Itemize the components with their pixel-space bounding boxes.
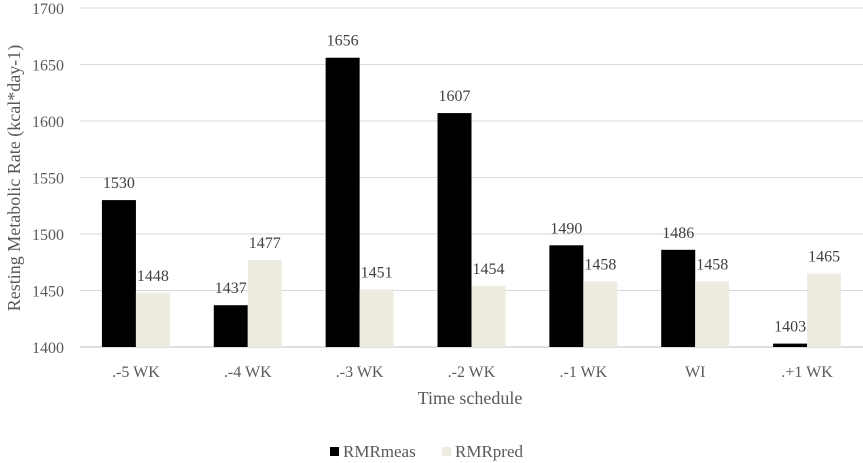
bar-rmrpred (471, 285, 506, 347)
y-axis-title: Resting Metabolic Rate (kcal*day-1) (4, 45, 25, 311)
bar-rmrmeas (437, 113, 472, 347)
bar-rmrmeas (101, 200, 136, 347)
data-label: 1403 (774, 319, 806, 336)
data-label: 1656 (327, 33, 359, 50)
legend-item-rmrmeas: RMRmeas (330, 442, 416, 461)
y-tick-label: 1400 (32, 340, 64, 357)
bar-rmrmeas (661, 249, 696, 347)
bar-rmrpred (583, 281, 618, 347)
x-tick-labels: .-5 WK .-4 WK .-3 WK .-2 WK .-1 WK WI .+1 WK (112, 364, 833, 381)
data-label: 1607 (439, 88, 471, 105)
x-tick-label: .+1 WK (781, 364, 833, 381)
y-tick-label: 1700 (32, 1, 64, 18)
bar-rmrpred (247, 259, 282, 347)
y-tick-label: 1550 (32, 171, 64, 188)
data-label: 1458 (696, 256, 728, 273)
data-label: 1530 (103, 175, 135, 192)
bars (101, 57, 842, 347)
data-label: 1477 (249, 235, 281, 252)
legend-label: RMRpred (455, 442, 524, 461)
data-label: 1490 (550, 220, 582, 237)
y-tick-label: 1450 (32, 284, 64, 301)
bar-rmrmeas (773, 343, 808, 347)
x-tick-label: .-3 WK (336, 364, 384, 381)
x-tick-label: .-2 WK (448, 364, 496, 381)
data-label: 1465 (808, 249, 840, 266)
bar-rmrpred (135, 292, 170, 347)
legend-swatch (330, 447, 339, 456)
data-label: 1486 (662, 225, 694, 242)
legend-swatch (442, 447, 451, 456)
bar-rmrmeas (325, 57, 360, 347)
y-tick-labels: 1400 1450 1500 1550 1600 1650 1700 (32, 1, 64, 357)
x-tick-label: .-5 WK (112, 364, 160, 381)
data-label: 1458 (584, 256, 616, 273)
x-tick-label: .-1 WK (560, 364, 608, 381)
x-tick-label: WI (685, 364, 705, 381)
x-tick-label: .-4 WK (224, 364, 272, 381)
legend: RMRmeas RMRpred (330, 442, 524, 461)
y-tick-label: 1650 (32, 58, 64, 75)
legend-item-rmrpred: RMRpred (442, 442, 524, 461)
bar-rmrpred (695, 281, 730, 347)
data-label: 1448 (137, 268, 169, 285)
y-tick-label: 1600 (32, 114, 64, 131)
y-tick-label: 1500 (32, 227, 64, 244)
bar-rmrmeas (213, 305, 248, 347)
data-label: 1451 (361, 264, 393, 281)
bar-rmrpred (807, 273, 842, 347)
bar-rmrmeas (549, 245, 584, 347)
x-axis-title: Time schedule (418, 388, 523, 408)
bar-rmrpred (359, 289, 394, 347)
legend-label: RMRmeas (343, 442, 416, 461)
data-label: 1454 (473, 261, 505, 278)
data-labels: 1530 1448 1437 1477 1656 1451 1607 1454 1490 1458… (103, 33, 840, 336)
data-label: 1437 (215, 280, 247, 297)
